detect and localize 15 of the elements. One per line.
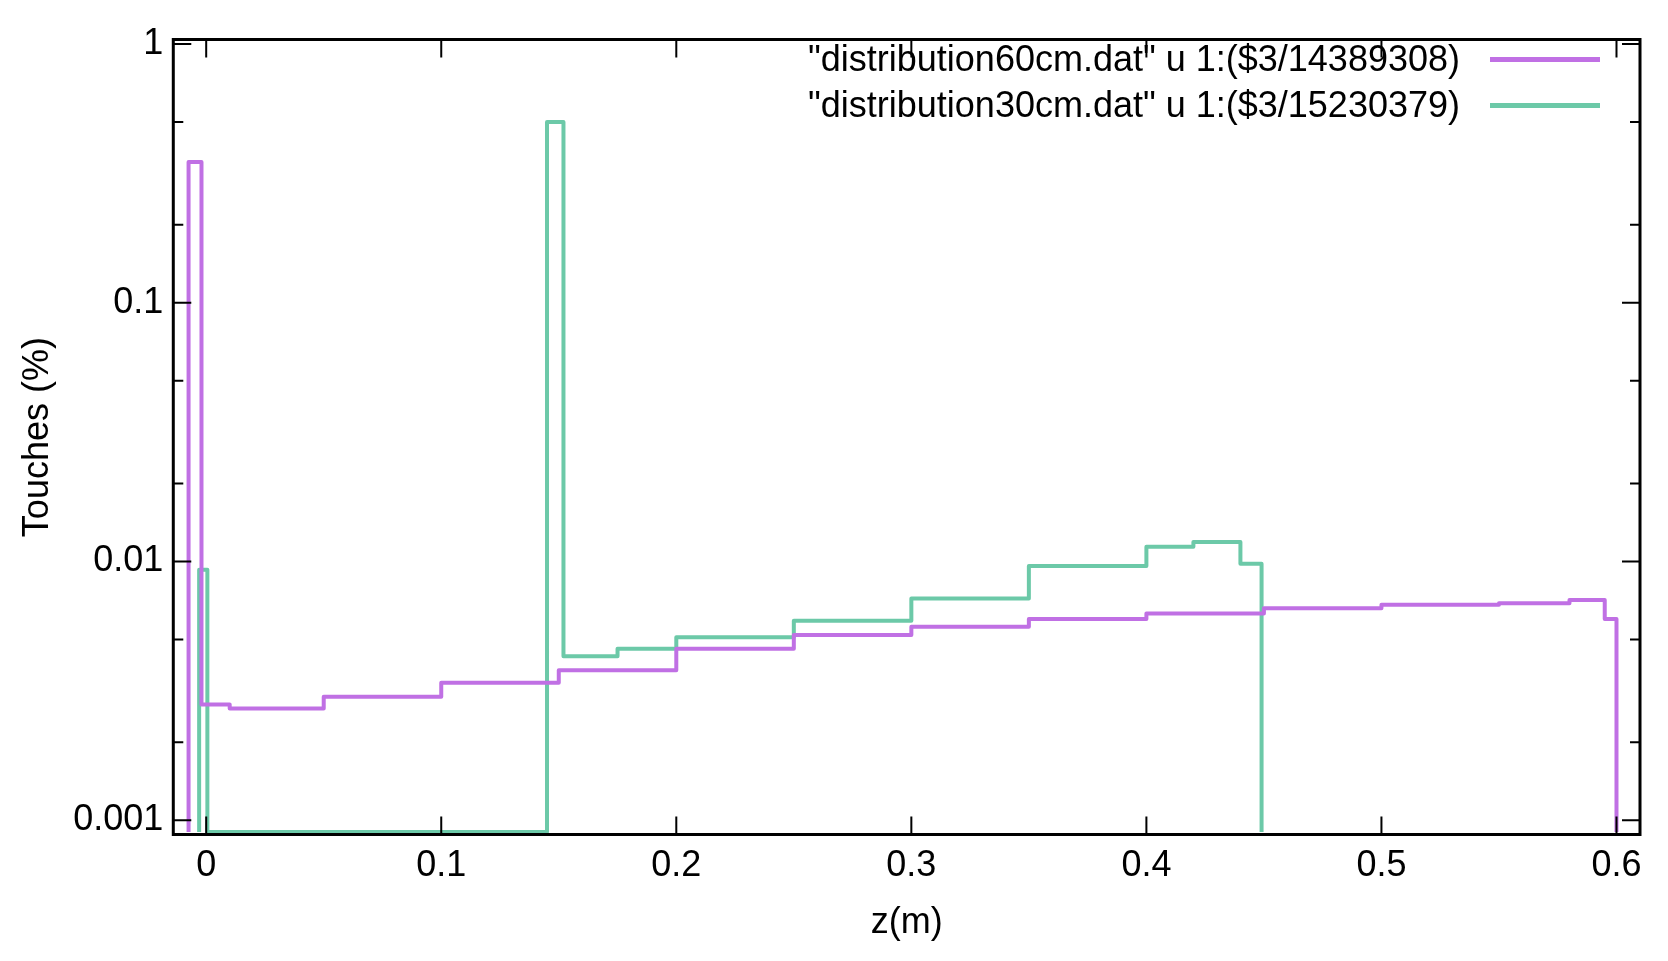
x-axis-title: z(m) (870, 900, 943, 942)
x-tick-label: 0.2 (651, 843, 702, 885)
legend-label: "distribution30cm.dat" u 1:($3/15230379) (808, 84, 1460, 126)
legend-label: "distribution60cm.dat" u 1:($3/14389308) (808, 38, 1460, 80)
y-tick-label: 1 (143, 20, 164, 62)
x-tick-label: 0 (196, 843, 217, 885)
y-tick-label: 0.001 (73, 797, 164, 839)
x-tick-label: 0.6 (1591, 843, 1642, 885)
y-axis-title: Touches (%) (14, 337, 56, 538)
x-tick-label: 0.4 (1121, 843, 1172, 885)
y-tick-label: 0.01 (93, 538, 164, 580)
x-tick-label: 0.5 (1356, 843, 1407, 885)
x-tick-label: 0.1 (416, 843, 467, 885)
y-tick-label: 0.1 (113, 279, 164, 321)
x-tick-label: 0.3 (886, 843, 937, 885)
